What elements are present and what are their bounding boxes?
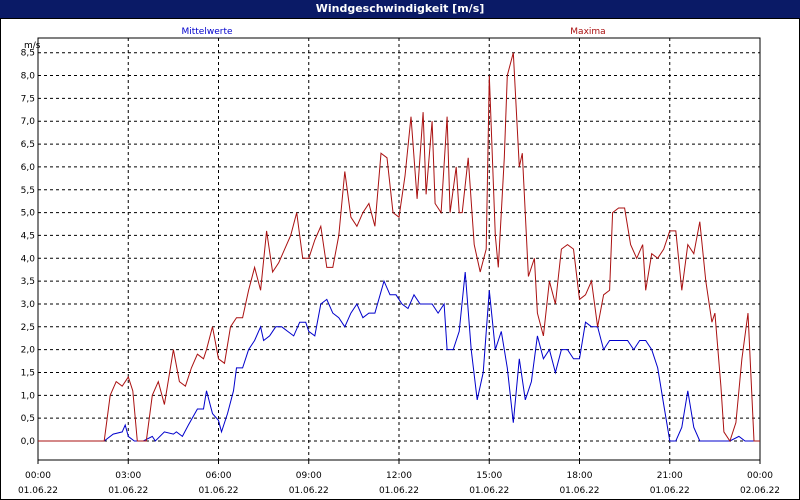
y-tick-label: 2,5: [21, 323, 35, 333]
y-tick-label: 4,5: [21, 231, 35, 241]
x-tick-date: 02.06.22: [740, 486, 780, 496]
x-tick-time: 18:00: [567, 471, 593, 481]
series-layer: [38, 52, 760, 443]
x-tick-date: 01.06.22: [559, 486, 599, 496]
y-tick-label: 7,0: [21, 117, 36, 127]
x-tick-time: 09:00: [296, 471, 322, 481]
y-tick-label: 8,0: [21, 72, 36, 82]
y-tick-label: 6,0: [21, 163, 36, 173]
x-tick-date: 01.06.22: [18, 486, 58, 496]
legend-maxima: Maxima: [570, 27, 605, 37]
y-tick-label: 5,5: [21, 186, 35, 196]
grid: [37, 37, 761, 464]
x-tick-date: 01.06.22: [289, 486, 329, 496]
x-tick-time: 06:00: [206, 471, 232, 481]
x-tick-time: 00:00: [747, 471, 773, 481]
y-tick-label: 1,5: [21, 368, 35, 378]
series-line-mittelwerte: [38, 271, 760, 442]
x-tick-time: 21:00: [657, 471, 683, 481]
x-tick-date: 01.06.22: [379, 486, 419, 496]
tick-labels: 0,0 0,5 1,0 1,5 2,0 2,5 3,0 3,5 4,0 4,5 5,0 5,5 6,0 6…: [18, 49, 780, 496]
y-tick-label: 2,0: [21, 346, 36, 356]
series-line-maxima: [38, 52, 760, 443]
x-tick-time: 15:00: [476, 471, 502, 481]
x-tick-date: 01.06.22: [198, 486, 238, 496]
x-tick-date: 01.06.22: [650, 486, 690, 496]
y-axis-label: m/s: [24, 41, 41, 51]
x-tick-time: 00:00: [25, 471, 51, 481]
y-tick-label: 3,5: [21, 277, 35, 287]
y-tick-label: 4,0: [21, 254, 36, 264]
y-tick-label: 0,0: [21, 437, 36, 447]
y-tick-label: 0,5: [21, 414, 35, 424]
x-tick-time: 03:00: [115, 471, 141, 481]
y-tick-label: 5,0: [21, 209, 36, 219]
x-tick-date: 01.06.22: [108, 486, 148, 496]
y-tick-label: 3,0: [21, 300, 36, 310]
x-tick-date: 01.06.22: [469, 486, 509, 496]
legend-mittelwerte: Mittelwerte: [181, 27, 232, 37]
y-tick-label: 7,5: [21, 94, 35, 104]
y-tick-label: 8,5: [21, 49, 35, 59]
y-tick-label: 6,5: [21, 140, 35, 150]
x-tick-time: 12:00: [386, 471, 412, 481]
y-tick-label: 1,0: [21, 391, 36, 401]
chart-title: Windgeschwindigkeit [m/s]: [0, 0, 800, 18]
